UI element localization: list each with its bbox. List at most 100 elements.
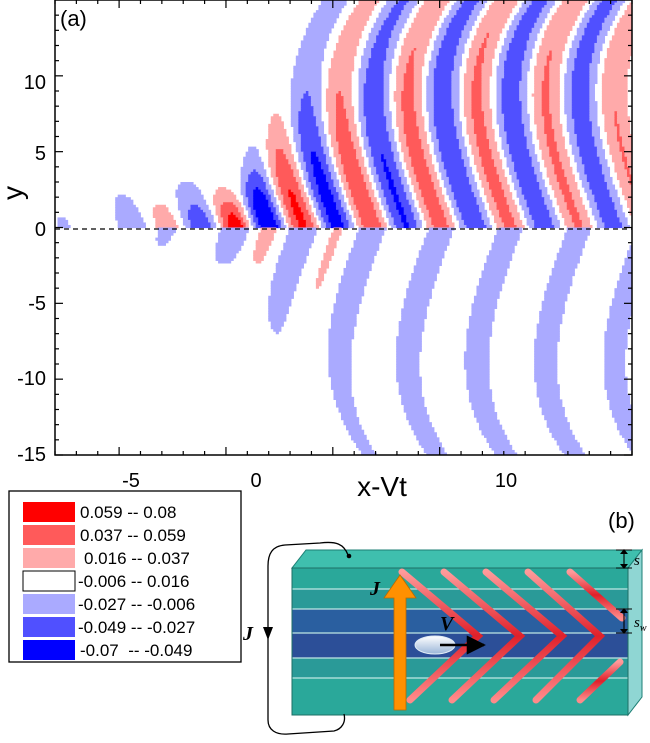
heatmap-cell (501, 108, 523, 112)
heatmap-cell (348, 126, 357, 130)
heatmap-cell (338, 409, 357, 413)
heatmap-cell (626, 199, 632, 203)
heatmap-cell (333, 310, 360, 315)
heatmap-cell (611, 7, 621, 11)
heatmap-cell (536, 384, 560, 388)
heatmap-cell (371, 169, 377, 173)
heatmap-cell (476, 55, 485, 59)
heatmap-cell (298, 111, 314, 115)
heatmap-cell (373, 174, 380, 178)
heatmap-cell (323, 146, 330, 150)
heatmap-cell (556, 179, 568, 183)
heatmap-cell (343, 209, 350, 213)
heatmap-cell (343, 207, 347, 211)
heatmap-cell (335, 159, 342, 163)
heatmap-cell (456, 53, 463, 57)
heatmap-cell (340, 414, 357, 418)
heatmap-cell (253, 207, 272, 211)
heatmap-cell (383, 88, 390, 92)
heatmap-cell (564, 101, 573, 105)
heatmap-cell (358, 103, 365, 107)
heatmap-cell (406, 295, 432, 299)
heatmap-cell (361, 55, 372, 59)
heatmap-cell (295, 197, 304, 201)
heatmap-cell (416, 257, 442, 261)
heatmap-cell (177, 204, 192, 208)
heatmap-cell (290, 219, 299, 224)
heatmap-cell (596, 204, 616, 208)
heatmap-cell (544, 417, 568, 421)
heatmap-cell (268, 126, 284, 130)
heatmap-cell (534, 96, 543, 100)
heatmap-cell (240, 219, 244, 224)
heatmap-cell (476, 141, 490, 145)
heatmap-cell (491, 149, 498, 153)
heatmap-cell (315, 121, 325, 125)
heatmap-cell (240, 187, 247, 191)
heatmap-cell (448, 182, 470, 186)
heatmap-cell (566, 179, 575, 183)
heatmap-cell (115, 217, 144, 221)
heatmap-cell (428, 230, 452, 234)
heatmap-cell (268, 192, 274, 196)
heatmap-cell (504, 75, 523, 79)
heatmap-cell (483, 222, 490, 226)
heatmap-cell (594, 217, 603, 221)
heatmap-cell (539, 318, 563, 322)
heatmap-cell (398, 60, 410, 64)
heatmap-cell (486, 131, 495, 135)
heatmap-cell (368, 156, 375, 160)
heatmap-cell (468, 55, 478, 59)
heatmap-cell (549, 63, 560, 67)
heatmap-cell (531, 2, 548, 6)
heatmap-cell (506, 159, 513, 163)
heatmap-cell (534, 113, 543, 117)
heatmap-cell (298, 204, 307, 208)
heatmap-cell (526, 141, 533, 145)
heatmap-cell (504, 118, 523, 122)
heatmap-cell (463, 108, 473, 112)
heatmap-cell (589, 204, 598, 208)
heatmap-cell (466, 376, 490, 380)
heatmap-cell (368, 164, 375, 168)
heatmap-cell (571, 214, 580, 218)
heatmap-cell (566, 128, 575, 133)
heatmap-cell (546, 63, 550, 67)
heatmap-cell (451, 75, 460, 79)
heatmap-cell (325, 101, 337, 105)
heatmap-cell (554, 128, 563, 133)
heatmap-cell (526, 217, 533, 221)
heatmap-cell (546, 285, 570, 289)
heatmap-cell (621, 141, 632, 145)
heatmap-cell (544, 199, 553, 203)
heatmap-cell (268, 136, 289, 140)
heatmap-cell (371, 171, 377, 176)
heatmap-cell (328, 75, 352, 79)
heatmap-cell (177, 184, 197, 188)
heatmap-cell (463, 75, 475, 79)
heatmap-cell (549, 78, 560, 82)
heatmap-cell (318, 192, 332, 196)
heatmap-cell (428, 113, 435, 117)
heatmap-cell (328, 353, 352, 358)
heatmap-cell (438, 139, 460, 143)
heatmap-cell (509, 25, 518, 29)
heatmap-cell (448, 12, 457, 16)
heatmap-cell (270, 118, 282, 122)
heatmap-cell (356, 154, 362, 158)
heatmap-cell (315, 283, 322, 287)
heatmap-cell (308, 174, 314, 178)
heatmap-cell (521, 2, 533, 6)
heatmap-cell (303, 159, 312, 163)
heatmap-cell (398, 331, 422, 335)
heatmap-cell (524, 55, 533, 59)
heatmap-cell (458, 141, 465, 145)
heatmap-cell (526, 219, 535, 224)
heatmap-cell (478, 422, 500, 426)
heatmap-cell (333, 53, 357, 57)
heatmap-cell (381, 27, 395, 31)
heatmap-cell (373, 159, 382, 163)
heatmap-cell (576, 209, 588, 213)
heatmap-cell (330, 174, 337, 178)
heatmap-cell (619, 146, 626, 150)
